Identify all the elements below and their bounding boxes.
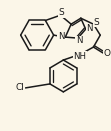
Text: N: N (86, 24, 93, 33)
Text: NH: NH (73, 51, 86, 61)
Text: S: S (58, 8, 64, 17)
Text: N: N (58, 32, 64, 41)
Text: S: S (93, 18, 99, 27)
Text: Cl: Cl (15, 83, 24, 92)
Text: O: O (104, 49, 111, 58)
Text: N: N (76, 36, 82, 45)
